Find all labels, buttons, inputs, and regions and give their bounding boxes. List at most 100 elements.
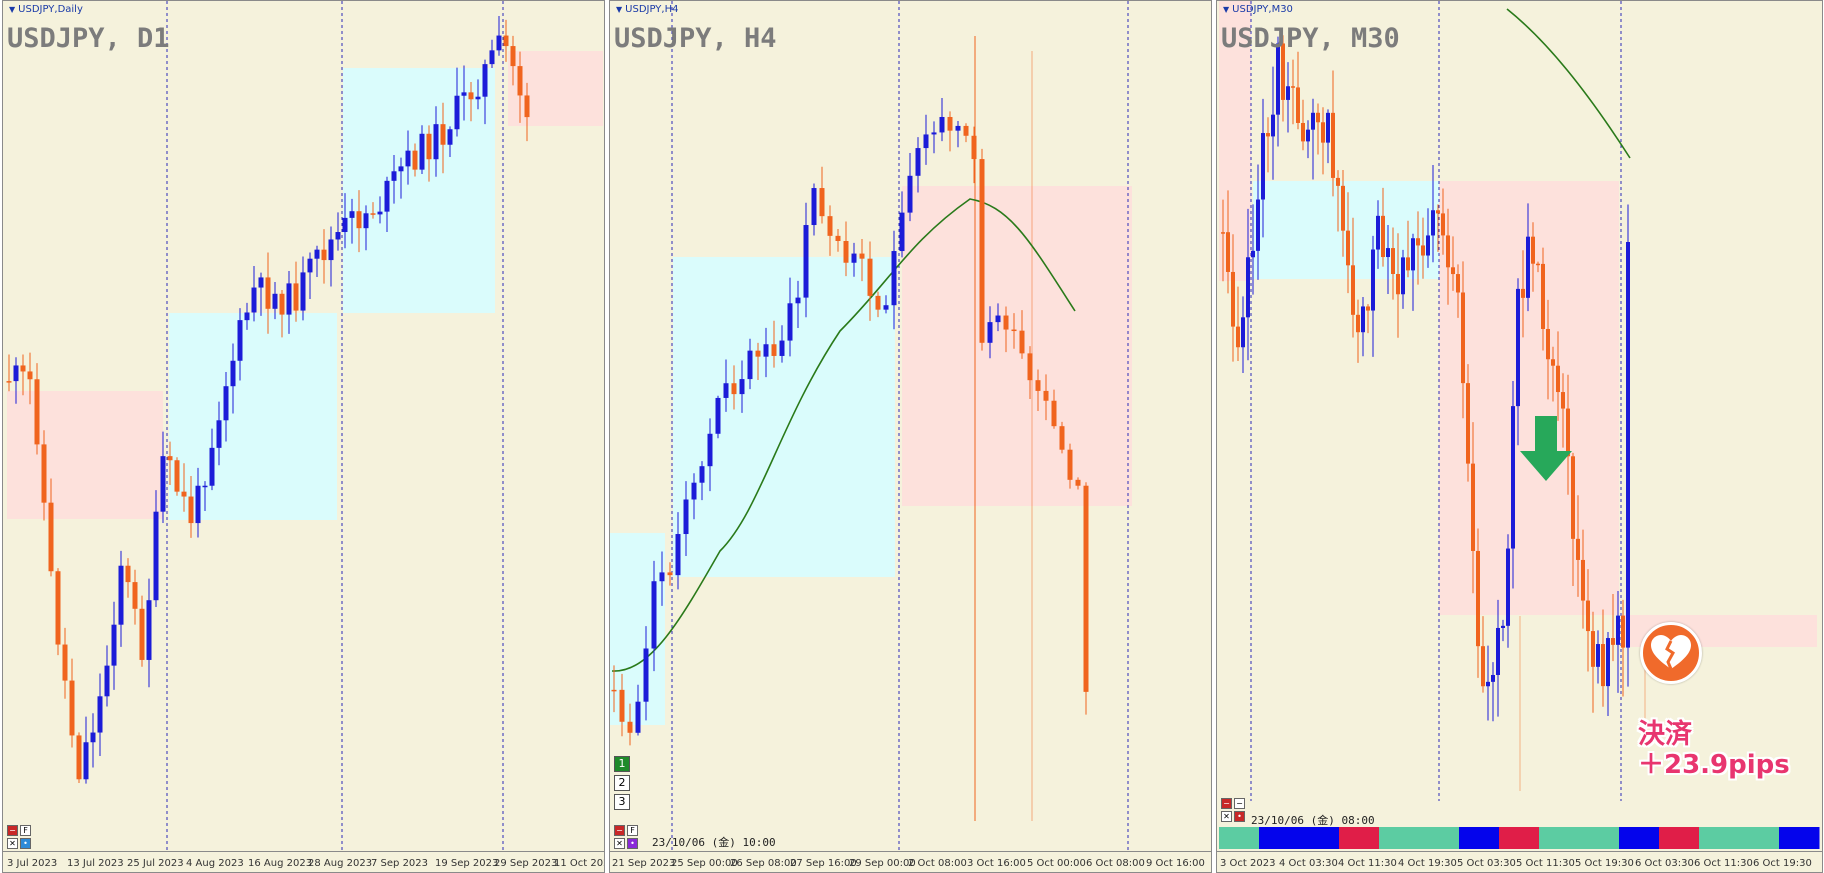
candle-body	[433, 124, 439, 160]
close-window-icon[interactable]: −	[1221, 798, 1232, 809]
indicator-segment	[1379, 827, 1420, 849]
candle-body	[995, 315, 1001, 323]
close-window-icon[interactable]: −	[7, 825, 18, 836]
timeframe-button-1[interactable]: 1	[614, 756, 630, 772]
h4-delete-icon[interactable]: ✕	[614, 838, 625, 849]
d1-delete-icon[interactable]: ✕	[7, 838, 18, 849]
close-window-icon[interactable]: −	[614, 825, 625, 836]
candle-body	[188, 496, 194, 524]
candle-body	[335, 232, 341, 240]
candle-body	[216, 420, 222, 448]
m30-minimize-icon[interactable]: −	[1234, 798, 1245, 809]
candle-body	[699, 466, 705, 483]
d1-symbol-label: ▼ USDJPY,Daily	[9, 4, 83, 15]
m30-delete-icon[interactable]: ✕	[1221, 811, 1232, 822]
time-axis-label: 9 Oct 16:00	[1146, 858, 1205, 869]
candle-body	[939, 116, 945, 133]
h4-price-plot[interactable]	[610, 1, 1212, 854]
dropdown-triangle-icon[interactable]: ▼	[9, 5, 16, 14]
candle-body	[1381, 215, 1385, 258]
indicator-segment	[1659, 827, 1700, 849]
chart-panel-h4[interactable]: ▼ USDJPY,H4 USDJPY, H4 1 2 3 − F ✕ • 23/1…	[609, 0, 1212, 873]
candle-body	[118, 565, 124, 625]
d1-f-control[interactable]: F	[20, 825, 31, 836]
candle-body	[97, 696, 103, 733]
chart-panel-m30[interactable]: ▼ USDJPY,M30 USDJPY, M30 − − ✕ • 23/10/06…	[1216, 0, 1823, 873]
candle-body	[747, 350, 753, 380]
candle-body	[1251, 250, 1255, 258]
candle-body	[827, 216, 833, 236]
time-axis-label: 5 Oct 03:30	[1457, 858, 1516, 869]
candle-body	[1316, 112, 1320, 123]
candle-body	[795, 297, 801, 304]
chart-panel-d1[interactable]: ▼ USDJPY,Daily USDJPY, D1 − F ✕ • 3 Jul 2…	[2, 0, 605, 873]
candle-body	[1361, 306, 1365, 333]
settlement-label: 決済	[1638, 719, 1692, 750]
settlement-pips: ＋23.9pips	[1638, 750, 1790, 780]
candle-body	[811, 188, 817, 226]
candle-body	[1301, 122, 1305, 142]
candle-body	[524, 95, 530, 118]
candle-body	[111, 624, 117, 666]
indicator-segment	[1259, 827, 1300, 849]
candle-body	[1221, 232, 1225, 234]
candle-body	[139, 608, 145, 660]
candle-body	[1556, 365, 1560, 393]
d1-settings-icon[interactable]: •	[20, 838, 31, 849]
candle-body	[1286, 86, 1290, 100]
candle-body	[707, 433, 713, 467]
candle-body	[1019, 330, 1025, 354]
candle-body	[1266, 133, 1270, 137]
candle-body	[258, 277, 264, 288]
candle-body	[1426, 235, 1430, 256]
candle-body	[1306, 129, 1310, 142]
candle-body	[1246, 257, 1250, 318]
candle-body	[1351, 265, 1355, 315]
candle-body	[1536, 263, 1540, 266]
candle-body	[931, 132, 937, 135]
h4-chart-title: USDJPY, H4	[614, 23, 777, 54]
candle-body	[454, 95, 460, 130]
candle-body	[963, 125, 969, 136]
support-zone	[343, 68, 495, 313]
indicator-segment	[1459, 827, 1500, 849]
h4-f-control[interactable]: F	[627, 825, 638, 836]
candle-body	[635, 701, 641, 733]
candle-body	[83, 742, 89, 780]
candle-body	[907, 175, 913, 213]
candle-body	[251, 287, 257, 313]
candle-body	[55, 571, 61, 645]
candle-body	[468, 92, 474, 100]
candle-body	[1236, 326, 1240, 348]
candle-body	[1059, 426, 1065, 450]
candle-body	[356, 211, 362, 229]
candle-body	[643, 648, 649, 702]
indicator-segment	[1579, 827, 1620, 849]
candle-body	[1576, 538, 1580, 560]
candle-body	[41, 444, 47, 503]
candle-body	[76, 735, 82, 780]
candle-body	[1075, 479, 1081, 486]
time-axis-label: 13 Jul 2023	[67, 858, 124, 869]
dropdown-triangle-icon[interactable]: ▼	[616, 5, 623, 14]
h4-settings-icon[interactable]: •	[627, 838, 638, 849]
timeframe-button-3[interactable]: 3	[614, 794, 630, 810]
candle-body	[1436, 210, 1440, 214]
time-axis-label: 5 Oct 11:30	[1516, 858, 1575, 869]
dropdown-triangle-icon[interactable]: ▼	[1223, 5, 1230, 14]
m30-price-plot[interactable]	[1217, 1, 1823, 854]
indicator-segment	[1419, 827, 1460, 849]
candle-body	[48, 502, 54, 572]
candle-body	[1326, 112, 1330, 143]
candle-body	[611, 689, 617, 692]
candle-body	[1491, 674, 1495, 682]
candle-body	[1035, 380, 1041, 391]
candle-body	[286, 283, 292, 315]
timeframe-button-2[interactable]: 2	[614, 775, 630, 791]
candle-body	[34, 379, 40, 445]
m30-chart-title: USDJPY, M30	[1221, 23, 1400, 54]
resistance-zone	[902, 186, 1132, 506]
candle-body	[1566, 408, 1570, 457]
d1-price-plot[interactable]	[3, 1, 605, 854]
m30-settings-icon[interactable]: •	[1234, 811, 1245, 822]
